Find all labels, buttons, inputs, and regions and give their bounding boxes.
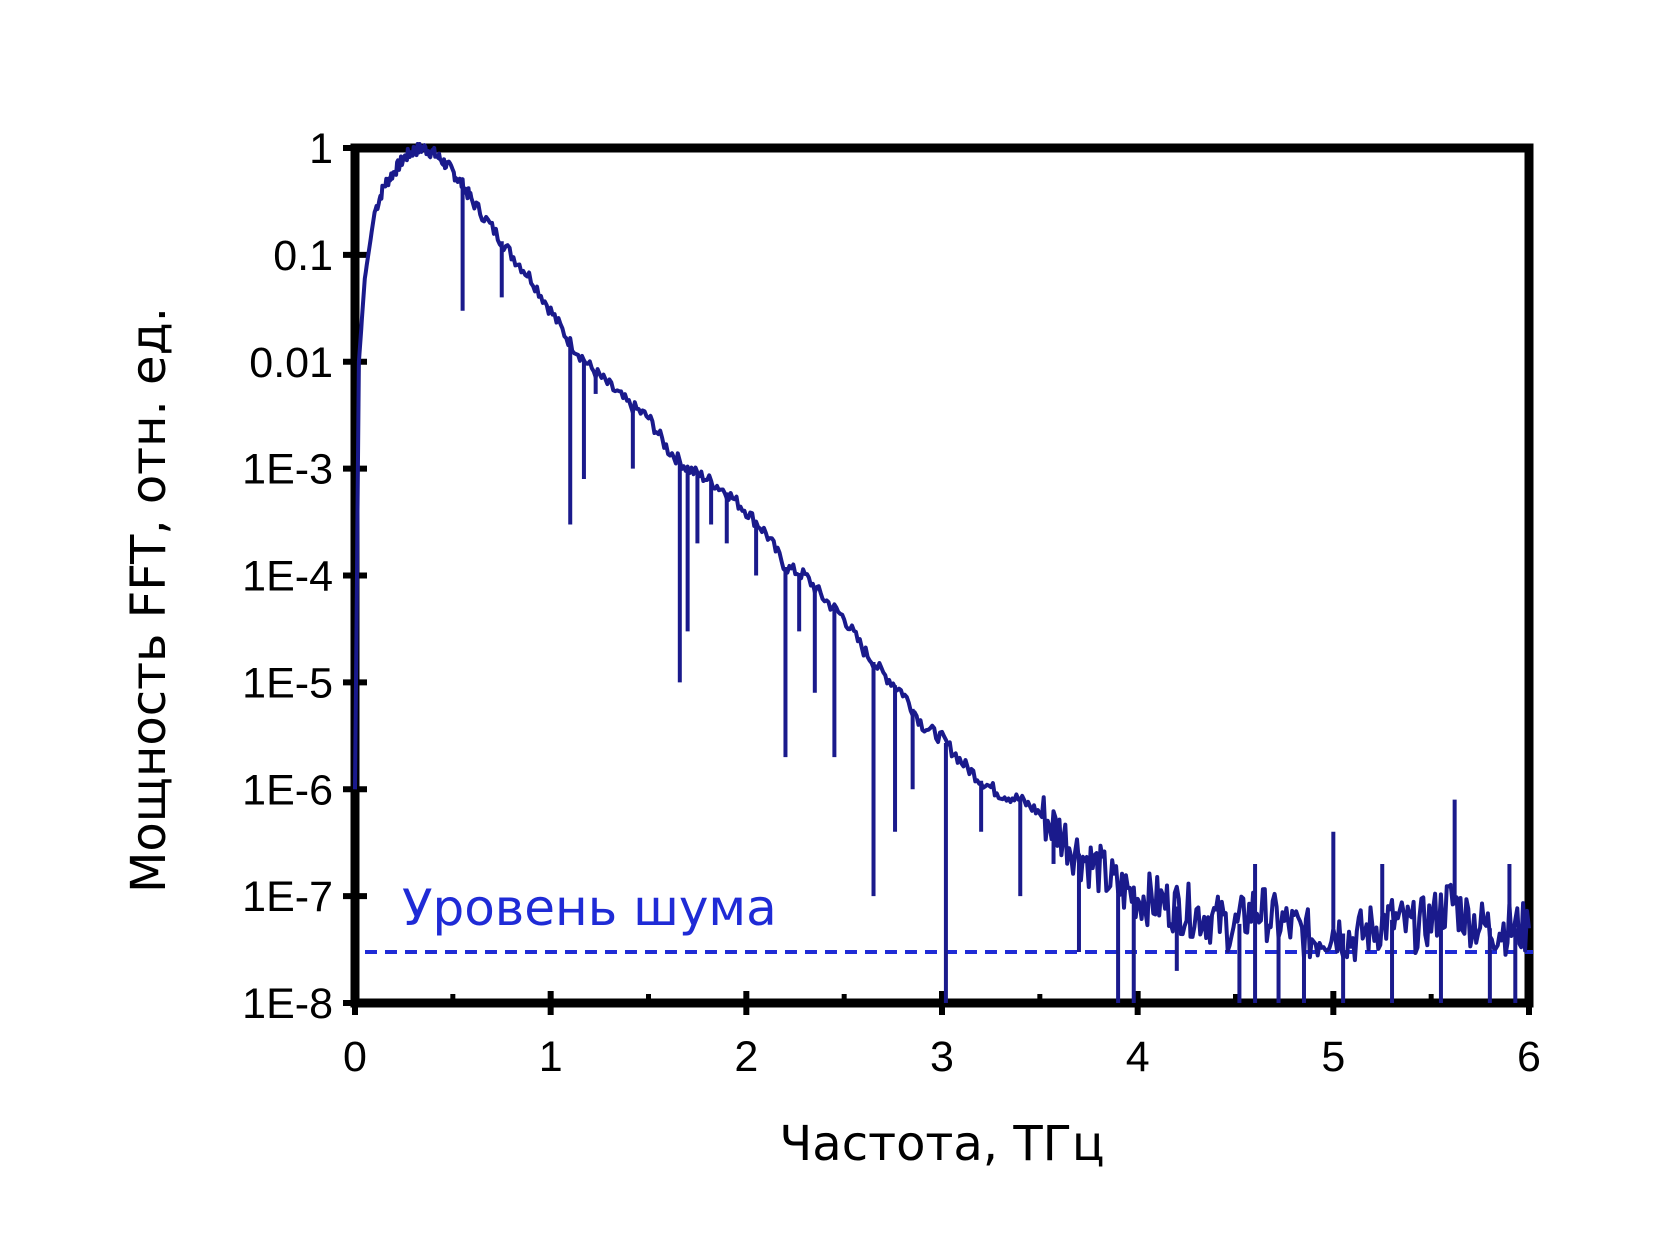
y-tick-label: 1E-5 bbox=[242, 659, 333, 707]
x-axis-label: Частота, ТГц bbox=[779, 1116, 1104, 1172]
series-layer bbox=[353, 142, 1531, 1003]
y-axis-ticks: 1 0.1 0.01 1E-3 1E-4 1E-5 1E-6 1E-7 1E-8 bbox=[242, 125, 367, 1028]
y-axis-label: Мощность FFT, отн. ед. bbox=[121, 307, 177, 893]
x-tick-label: 0 bbox=[343, 1033, 367, 1081]
noise-level-label: Уровень шума bbox=[402, 879, 777, 937]
series-line bbox=[353, 142, 1531, 963]
y-tick-label: 0.1 bbox=[273, 232, 333, 280]
y-tick-label: 1E-8 bbox=[242, 980, 333, 1028]
y-tick-label: 1 bbox=[309, 125, 333, 173]
noise-level: Уровень шума bbox=[365, 879, 1533, 955]
y-tick-label: 1E-7 bbox=[242, 873, 333, 921]
x-tick-label: 4 bbox=[1126, 1033, 1150, 1081]
x-tick-label: 5 bbox=[1321, 1033, 1345, 1081]
x-axis-ticks: 0 1 2 3 4 5 6 bbox=[343, 991, 1541, 1081]
x-tick-label: 1 bbox=[539, 1033, 563, 1081]
y-tick-label: 1E-3 bbox=[242, 446, 333, 494]
x-tick-label: 2 bbox=[734, 1033, 758, 1081]
y-tick-label: 0.01 bbox=[249, 339, 333, 387]
x-tick-label: 6 bbox=[1517, 1033, 1541, 1081]
y-tick-label: 1E-6 bbox=[242, 766, 333, 814]
x-tick-label: 3 bbox=[930, 1033, 954, 1081]
y-tick-label: 1E-4 bbox=[242, 553, 333, 601]
